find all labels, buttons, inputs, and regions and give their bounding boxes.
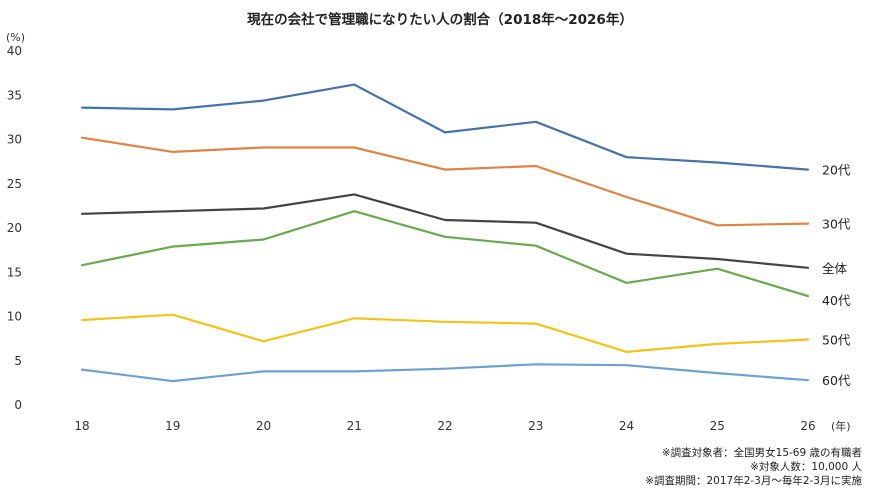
- series-label: 全体: [822, 261, 848, 276]
- series-line: [80, 136, 810, 227]
- series-label: 60代: [822, 373, 851, 388]
- y-tick-label: 10: [7, 310, 22, 324]
- x-tick-label: 24: [619, 419, 634, 433]
- x-tick-label: 25: [710, 419, 725, 433]
- axes: 0 5 10 15 20 25 30 35 40 18 19 20 21 22 23 24 25 26: [7, 44, 816, 433]
- series-label: 30代: [822, 217, 851, 232]
- footnote-period: ※調査期間：2017年2-3月～毎年2-3月に実施: [645, 474, 862, 487]
- series-line: [80, 210, 810, 298]
- x-tick-label: 19: [165, 419, 180, 433]
- series-group: [80, 83, 810, 383]
- y-axis-unit: (%): [6, 31, 25, 44]
- series-line: [80, 313, 810, 353]
- series-label: 20代: [822, 163, 851, 178]
- y-tick-label: 5: [14, 354, 22, 368]
- y-tick-label: 30: [7, 133, 22, 147]
- footnotes: ※調査対象者：全国男女15-69 歳の有職者 ※対象人数：10,000 人 ※調…: [645, 446, 862, 487]
- chart-title: 現在の会社で管理職になりたい人の割合（2018年～2026年）: [247, 11, 633, 28]
- footnote-count: ※対象人数：10,000 人: [750, 460, 862, 473]
- y-tick-label: 0: [14, 398, 22, 412]
- series-line: [80, 83, 810, 171]
- y-tick-label: 25: [7, 177, 22, 191]
- series-label: 50代: [822, 333, 851, 348]
- x-axis-unit: (年): [831, 419, 851, 433]
- series-label: 40代: [822, 293, 851, 308]
- x-tick-label: 26: [800, 419, 815, 433]
- x-tick-label: 22: [437, 419, 452, 433]
- x-tick-label: 21: [347, 419, 362, 433]
- series-line: [80, 193, 810, 269]
- y-tick-label: 20: [7, 221, 22, 235]
- x-tick-label: 20: [256, 419, 271, 433]
- x-tick-label: 18: [74, 419, 89, 433]
- footnote-target: ※調査対象者：全国男女15-69 歳の有職者: [662, 446, 862, 459]
- x-tick-label: 23: [528, 419, 543, 433]
- y-tick-label: 15: [7, 265, 22, 279]
- series-line: [80, 363, 810, 383]
- y-tick-label: 35: [7, 88, 22, 102]
- y-tick-label: 40: [7, 44, 22, 58]
